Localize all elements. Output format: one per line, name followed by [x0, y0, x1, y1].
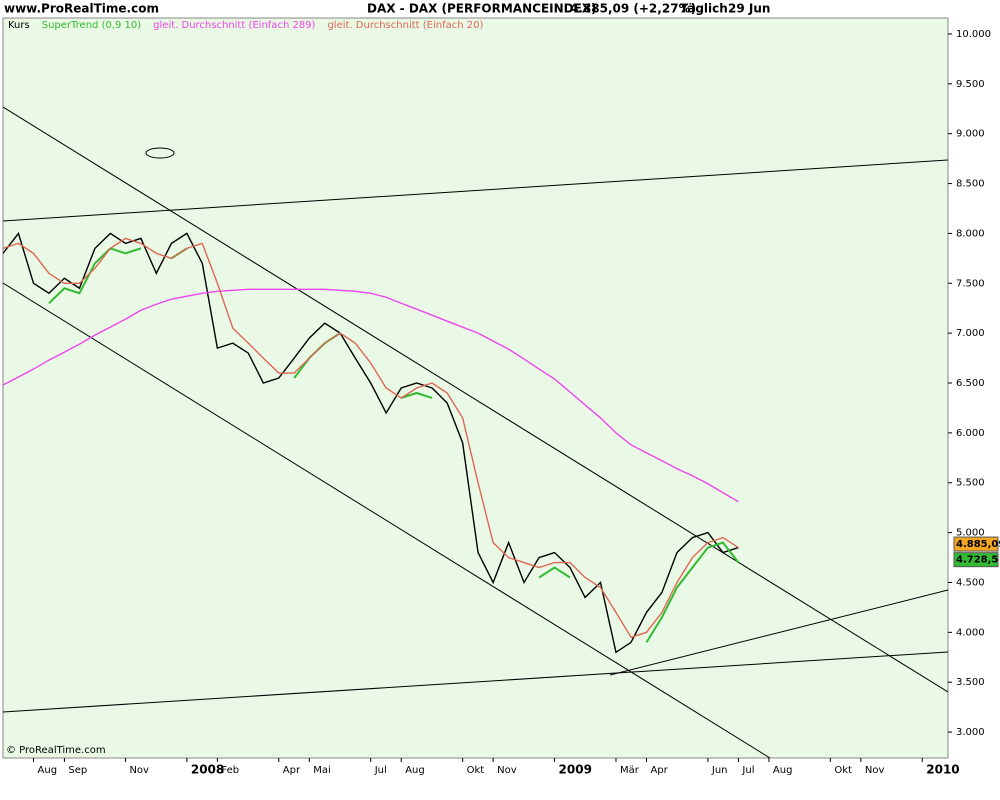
y-tick-label: 10.000	[956, 29, 991, 40]
x-tick-label: Aug	[773, 765, 793, 776]
y-tick-label: 4.500	[956, 577, 985, 588]
legend-entry: SuperTrend (0,9 10)	[42, 20, 142, 31]
trend-line	[3, 651, 948, 713]
trend-lines	[3, 106, 948, 758]
ellipse	[145, 147, 175, 159]
x-tick-label: Apr	[650, 765, 668, 776]
x-tick-label: Okt	[834, 765, 852, 776]
x-tick-label: 2008	[191, 763, 224, 777]
x-tick-label: Nov	[865, 765, 885, 776]
y-tick-label: 9.000	[956, 129, 985, 140]
series-group	[3, 231, 740, 654]
series-line	[3, 288, 739, 503]
x-tick-label: Okt	[467, 765, 485, 776]
y-tick-label: 5.000	[956, 528, 985, 539]
plot-area	[2, 17, 949, 759]
price-marker	[953, 552, 999, 568]
x-tick-label: Nov	[497, 765, 517, 776]
y-tick-label: 7.500	[956, 278, 985, 289]
y-tick-label: 6.000	[956, 428, 985, 439]
trend-line	[3, 159, 948, 222]
trend-line	[3, 282, 771, 758]
quote: 4.885,09 (+2,27%)	[570, 2, 696, 16]
price-marker-label: 4.728,5	[956, 555, 998, 566]
x-tick-label: Jul	[741, 765, 754, 776]
trend-line	[3, 106, 948, 693]
y-tick-label: 5.500	[956, 478, 985, 489]
x-tick-label: 2010	[926, 763, 959, 777]
x-tick-label: 2009	[559, 763, 592, 777]
x-tick-label: Aug	[405, 765, 425, 776]
y-tick-label: 3.500	[956, 677, 985, 688]
legend-entry: gleit. Durchschnitt (Einfach 289)	[153, 20, 315, 31]
site: www.ProRealTime.com	[4, 2, 159, 16]
y-tick-label: 8.500	[956, 179, 985, 190]
x-tick-label: Sep	[68, 765, 87, 776]
footer: © ProRealTime.com	[6, 745, 106, 756]
series-line	[3, 237, 739, 639]
y-tick-label: 9.500	[956, 79, 985, 90]
x-tick-label: Aug	[38, 765, 58, 776]
y-tick-label: 6.500	[956, 378, 985, 389]
series-line	[3, 231, 739, 654]
x-tick-label: Mär	[620, 765, 640, 776]
y-tick-label: 7.000	[956, 328, 985, 339]
date: 29 Jun	[728, 2, 770, 16]
x-tick-label: Feb	[221, 765, 239, 776]
legend-entry: Kurs	[8, 20, 30, 31]
period: Täglich	[680, 2, 728, 16]
price-marker	[953, 536, 999, 552]
trend-line	[609, 589, 948, 676]
x-tick-label: Nov	[129, 765, 149, 776]
x-tick-label: Apr	[283, 765, 301, 776]
y-tick-label: 8.000	[956, 228, 985, 239]
x-tick-label: Jul	[374, 765, 387, 776]
y-tick-label: 3.000	[956, 727, 985, 738]
instrument: DAX - DAX (PERFORMANCEINDEX)	[367, 2, 597, 16]
x-tick-label: Jun	[711, 765, 728, 776]
price-marker-label: 4.885,09	[956, 539, 1000, 550]
x-tick-label: Mai	[313, 765, 331, 776]
legend-entry: gleit. Durchschnitt (Einfach 20)	[327, 20, 483, 31]
y-tick-label: 4.000	[956, 627, 985, 638]
